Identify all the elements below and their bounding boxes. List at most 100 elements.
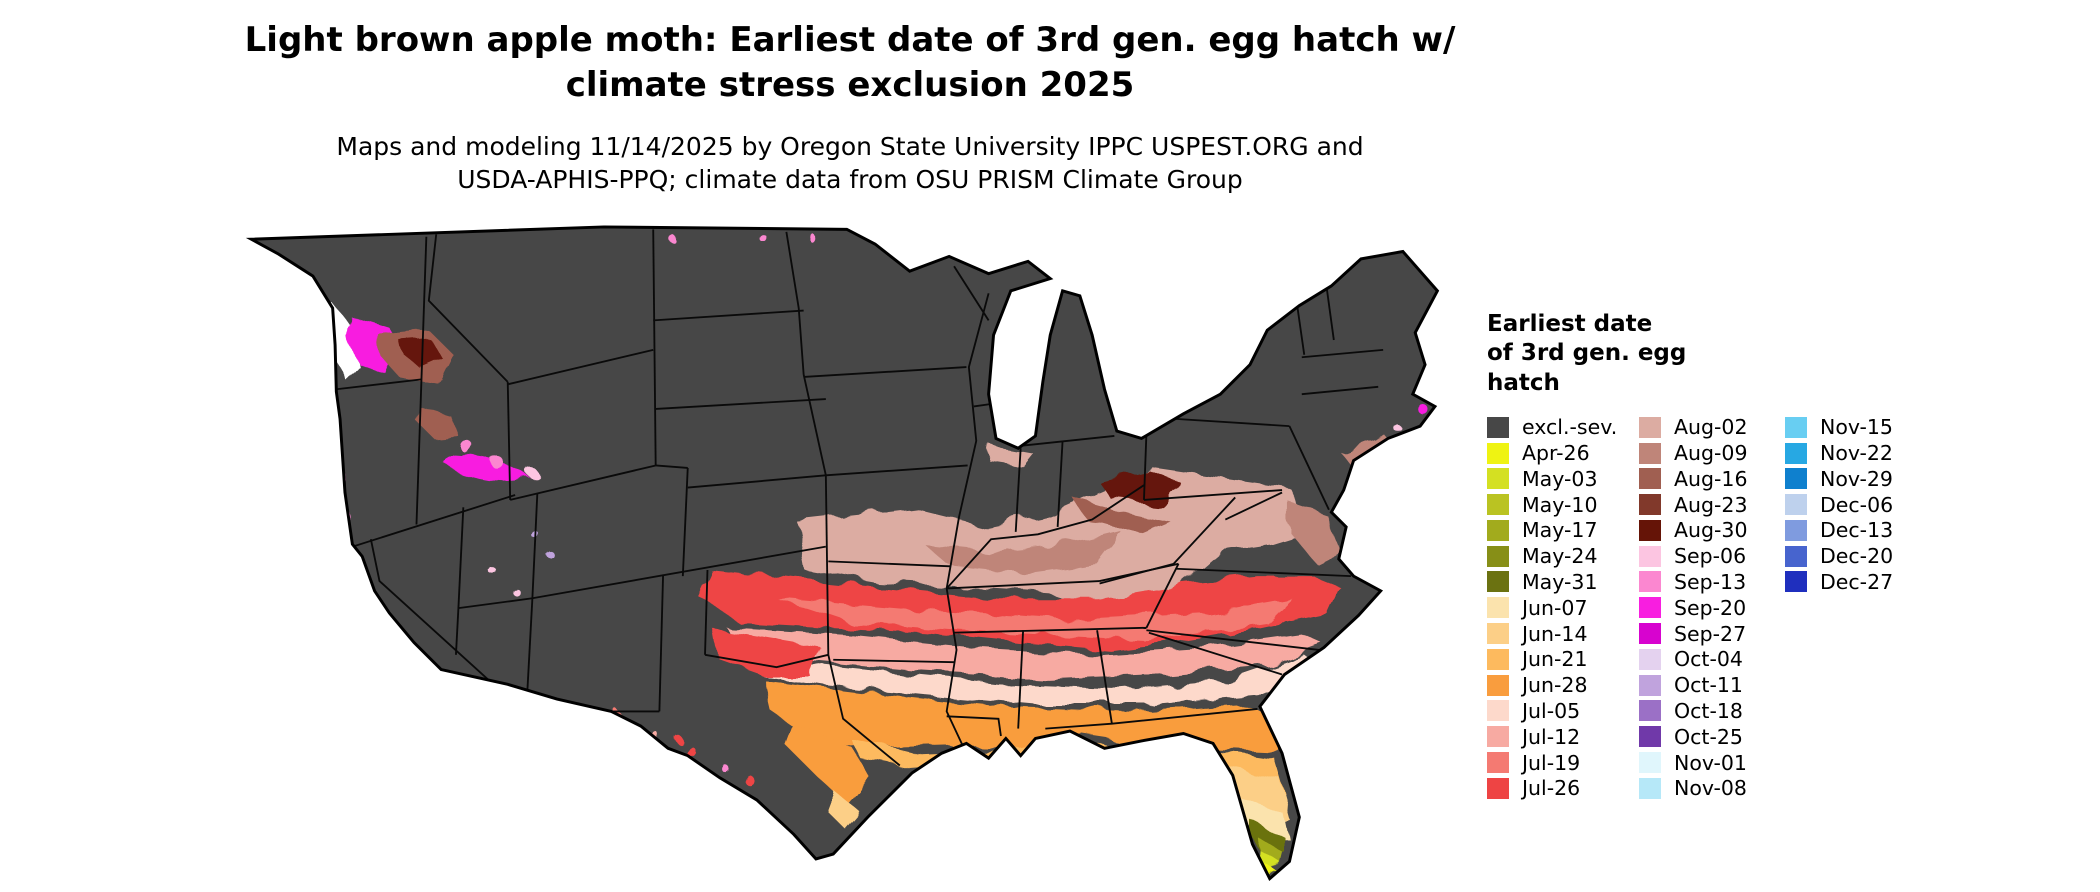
legend-entry: Aug-30 [1639, 518, 1785, 544]
legend-entry: Jul-12 [1487, 724, 1639, 750]
legend-swatch [1487, 674, 1509, 696]
legend-swatch [1785, 494, 1807, 516]
map-speck [1394, 424, 1402, 433]
legend-label: Jun-07 [1522, 595, 1588, 620]
legend-swatch [1639, 494, 1661, 516]
legend-label: Oct-18 [1674, 698, 1743, 723]
legend-swatch [1639, 442, 1661, 464]
legend-swatch [1785, 545, 1807, 567]
legend-swatch [1487, 752, 1509, 774]
legend-label: Aug-09 [1674, 441, 1748, 465]
legend-entry: Aug-16 [1639, 466, 1785, 492]
legend-swatch [1487, 623, 1509, 645]
legend-column: Nov-15 Nov-22 Nov-29 Dec-06 Dec-13 Dec-20 Dec-… [1785, 414, 1937, 595]
map-speck [462, 442, 475, 455]
legend: Earliest date of 3rd gen. egg hatch excl… [1487, 310, 2047, 801]
legend-swatch [1785, 442, 1807, 464]
map-region [401, 340, 442, 368]
legend-label: Oct-11 [1674, 673, 1743, 698]
legend-swatch [1639, 648, 1661, 670]
legend-entry: Jun-21 [1487, 646, 1639, 672]
legend-entry: Oct-25 [1639, 724, 1785, 750]
legend-entry: Jul-19 [1487, 750, 1639, 776]
legend-label: Sep-06 [1674, 544, 1747, 569]
map-region [1072, 497, 1172, 535]
legend-title-line-3: hatch [1487, 369, 1560, 396]
legend-entry: Nov-22 [1785, 440, 1937, 466]
legend-swatch [1487, 777, 1509, 799]
legend-label: Aug-16 [1674, 466, 1748, 491]
legend-entry: May-17 [1487, 518, 1639, 544]
legend-columns: excl.-sev. Apr-26 May-03 May-10 May-17 May-24… [1487, 414, 2047, 801]
map-region [1249, 819, 1285, 855]
legend-entry: Dec-20 [1785, 543, 1937, 569]
legend-label: May-31 [1522, 569, 1598, 594]
map-speck [758, 233, 766, 241]
legend-entry: Dec-13 [1785, 518, 1937, 544]
legend-swatch [1487, 494, 1509, 516]
map-speck [543, 547, 551, 556]
subtitle-line-2: USDA-APHIS-PPQ; climate data from OSU PR… [457, 164, 1243, 194]
legend-label: Jun-21 [1522, 647, 1588, 672]
legend-swatch [1487, 468, 1509, 490]
legend-swatch [1639, 752, 1661, 774]
map-region [764, 679, 1280, 751]
map-speck [721, 764, 729, 772]
legend-label: Oct-04 [1674, 647, 1743, 672]
legend-label: Oct-25 [1674, 724, 1743, 749]
map-speck [491, 456, 505, 470]
legend-entry: Sep-20 [1639, 595, 1785, 621]
legend-swatch [1487, 442, 1509, 464]
legend-label: Aug-30 [1674, 518, 1748, 543]
legend-label: Dec-13 [1820, 518, 1894, 543]
us-map-svg [249, 225, 1439, 881]
legend-swatch [1487, 700, 1509, 722]
map-region [924, 531, 1122, 574]
legend-entry: Nov-08 [1639, 775, 1785, 801]
legend-swatch [1785, 571, 1807, 593]
map-region [443, 455, 530, 481]
legend-swatch [1639, 700, 1661, 722]
map-speck [809, 235, 818, 243]
map-speck [527, 467, 538, 478]
legend-swatch [1487, 597, 1509, 619]
map-region [1289, 502, 1342, 564]
legend-label: Dec-20 [1820, 544, 1894, 569]
map-speck [528, 528, 537, 536]
legend-entry: Aug-09 [1639, 440, 1785, 466]
legend-title-line-2: of 3rd gen. egg [1487, 340, 1687, 367]
legend-entry: May-03 [1487, 466, 1639, 492]
page-title-line-2: climate stress exclusion 2025 [565, 64, 1135, 105]
legend-entry: Jun-07 [1487, 595, 1639, 621]
legend-entry: Aug-02 [1639, 414, 1785, 440]
legend-label: Dec-27 [1820, 569, 1894, 594]
legend-swatch [1487, 726, 1509, 748]
legend-entry: Nov-15 [1785, 414, 1937, 440]
legend-entry: Jun-14 [1487, 621, 1639, 647]
legend-entry: Sep-13 [1639, 569, 1785, 595]
legend-label: Nov-22 [1820, 441, 1893, 465]
map-speck [486, 565, 495, 573]
legend-entry: May-24 [1487, 543, 1639, 569]
legend-swatch [1639, 674, 1661, 696]
legend-label: Aug-02 [1674, 415, 1748, 440]
legend-column: excl.-sev. Apr-26 May-03 May-10 May-17 May-24… [1487, 414, 1639, 801]
legend-swatch [1639, 726, 1661, 748]
map-speck [511, 587, 519, 595]
legend-label: May-17 [1522, 518, 1598, 543]
subtitle-line-1: Maps and modeling 11/14/2025 by Oregon S… [336, 131, 1364, 161]
map-speck [1417, 403, 1428, 414]
legend-label: Nov-08 [1674, 776, 1747, 801]
legend-swatch [1639, 468, 1661, 490]
subtitle: Maps and modeling 11/14/2025 by Oregon S… [150, 130, 1550, 196]
legend-entry: Dec-27 [1785, 569, 1937, 595]
legend-swatch [1785, 416, 1807, 438]
legend-swatch [1639, 623, 1661, 645]
map-region [776, 598, 1292, 641]
legend-label: Dec-06 [1820, 492, 1894, 517]
map-region [825, 790, 861, 830]
legend-entry: May-31 [1487, 569, 1639, 595]
legend-swatch [1639, 519, 1661, 541]
legend-title-line-1: Earliest date [1487, 311, 1653, 337]
map-region [988, 445, 1033, 466]
